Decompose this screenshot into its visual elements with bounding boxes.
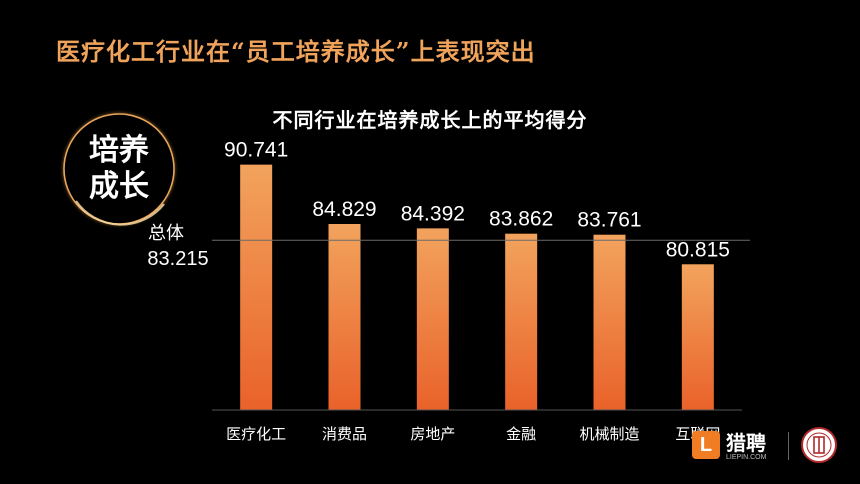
category-label-1: 医疗化工 xyxy=(226,425,286,443)
value-label-6: 80.815 xyxy=(666,238,730,261)
bar-3 xyxy=(416,228,449,410)
bar-1 xyxy=(240,164,273,410)
bar-2 xyxy=(328,223,361,410)
headline: 医疗化工行业在“员工培养成长”上表现突出 xyxy=(56,37,536,66)
badge-ring-icon xyxy=(59,109,179,229)
value-label-5: 83.761 xyxy=(577,209,641,232)
liepin-name: 猎聘 xyxy=(726,431,766,455)
overall-label: 总体 xyxy=(148,223,184,244)
category-label-5: 机械制造 xyxy=(579,425,639,443)
value-label-2: 84.829 xyxy=(312,198,376,221)
category-label-3: 房地产 xyxy=(410,425,455,443)
value-label-3: 84.392 xyxy=(401,202,465,225)
liepin-logo-icon: L xyxy=(692,431,720,459)
category-label-4: 金融 xyxy=(506,425,536,443)
badge-line-1: 培养 xyxy=(89,133,149,168)
bar-5 xyxy=(593,234,626,410)
bar-4 xyxy=(505,233,538,410)
liepin-url: LIEPIN.COM xyxy=(726,454,767,461)
overall-value: 83.215 xyxy=(147,248,208,270)
university-seal-icon xyxy=(801,427,837,463)
value-label-4: 83.862 xyxy=(489,208,553,231)
growth-badge: 培养 成长 xyxy=(56,106,182,232)
logo-divider xyxy=(788,432,789,460)
brand-logos: L 猎聘 LIEPIN.COM xyxy=(692,426,842,470)
chart-title: 不同行业在培养成长上的平均得分 xyxy=(272,108,588,132)
category-label-2: 消费品 xyxy=(322,425,367,443)
bar-6 xyxy=(681,264,714,410)
value-label-1: 90.741 xyxy=(224,139,288,162)
badge-line-2: 成长 xyxy=(89,169,149,204)
